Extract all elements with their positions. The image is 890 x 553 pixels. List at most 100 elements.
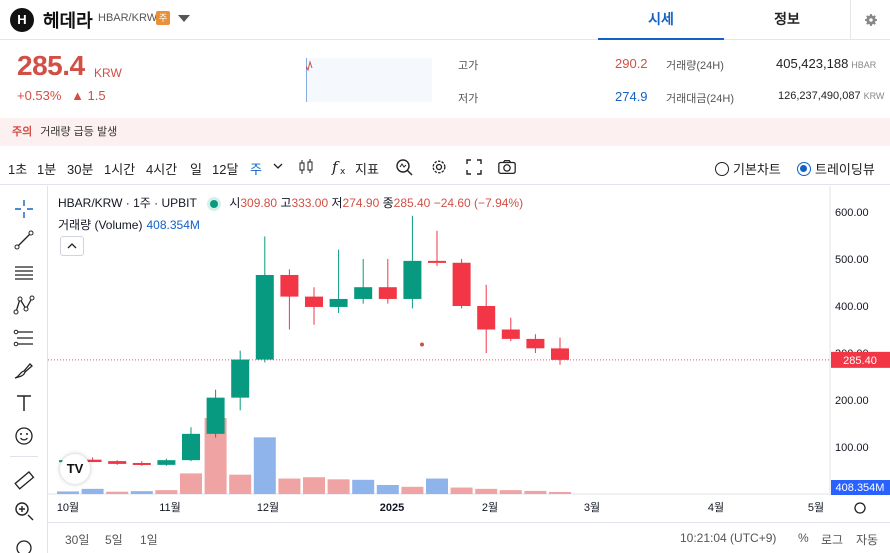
low-value: 274.9 <box>615 89 648 104</box>
legend-close: 285.40 <box>393 196 431 210</box>
horizontal-lines-icon[interactable] <box>12 261 36 285</box>
high-value: 290.2 <box>615 56 648 71</box>
range-5d[interactable]: 5일 <box>105 533 123 547</box>
x-tick-label: 4월 <box>708 501 724 514</box>
volume-bar <box>450 487 473 494</box>
indicator-button[interactable]: 지표 <box>355 162 379 177</box>
volume-bar <box>229 474 252 494</box>
volume-label: 거래량(24H) <box>666 60 724 72</box>
alert-search-icon[interactable] <box>394 157 414 177</box>
tf-12mo[interactable]: 12달 <box>212 162 239 177</box>
price-chart[interactable]: 600.00500.00400.00300.00200.00100.0010월1… <box>48 186 890 522</box>
candle-body <box>526 338 545 349</box>
hedera-logo-icon: H <box>10 8 34 32</box>
price-tag-bg <box>831 351 890 368</box>
clock[interactable]: 10:21:04 (UTC+9) <box>680 531 777 545</box>
percent-toggle[interactable]: % <box>798 531 809 545</box>
coin-dropdown-icon[interactable] <box>178 15 190 22</box>
notice-text: 거래량 급등 발생 <box>40 126 118 138</box>
chart-area[interactable]: 600.00500.00400.00300.00200.00100.0010월1… <box>48 186 890 553</box>
candle-body <box>280 274 299 297</box>
tradingview-logo-icon[interactable]: TV <box>60 454 90 484</box>
tab-price[interactable]: 시세 <box>598 0 724 40</box>
zoom-in-icon[interactable] <box>12 499 36 523</box>
log-toggle[interactable]: 로그 <box>821 533 844 547</box>
volume-bar <box>376 484 399 494</box>
candle-body <box>428 260 446 263</box>
current-price: 285.4 <box>17 50 85 81</box>
amount-number: 126,237,490,087 <box>778 90 861 102</box>
notice-tag: 주의 <box>12 126 33 138</box>
tf-1h[interactable]: 1시간 <box>104 162 136 177</box>
magnet-icon[interactable] <box>12 534 36 553</box>
candle-body <box>132 462 151 465</box>
amount-label: 거래대금(24H) <box>666 93 734 105</box>
volume-bar <box>549 491 571 494</box>
volume-tag-bg <box>831 480 890 495</box>
volume-value: 405,423,188 HBAR <box>776 56 876 71</box>
candle-body <box>477 306 496 330</box>
candle-body <box>108 461 127 464</box>
tool-divider <box>10 456 38 457</box>
radio-trading-label: 트레이딩뷰 <box>815 162 875 177</box>
auto-toggle[interactable]: 자동 <box>856 533 879 547</box>
radio-tradingview[interactable]: 트레이딩뷰 <box>797 159 875 178</box>
tf-week[interactable]: 주 <box>250 162 262 177</box>
radio-basic-chart[interactable]: 기본차트 <box>715 159 781 178</box>
volume-bar <box>180 473 202 494</box>
axis-settings-icon <box>854 502 866 514</box>
x-tick-label: 11월 <box>159 501 181 514</box>
volume-unit: HBAR <box>851 60 877 70</box>
legend-high-label: 고 <box>280 196 292 210</box>
chevron-down-icon[interactable] <box>270 158 290 178</box>
gear-icon[interactable] <box>429 157 449 177</box>
x-tick-label: 10월 <box>57 501 79 514</box>
range-1d[interactable]: 1일 <box>140 533 158 547</box>
candle-body <box>452 262 471 306</box>
candle-body <box>551 348 569 360</box>
fib-icon[interactable] <box>12 326 36 350</box>
range-30d[interactable]: 30일 <box>65 533 90 547</box>
candle-type-icon[interactable] <box>296 157 316 177</box>
trendline-icon[interactable] <box>12 228 36 252</box>
tf-1m[interactable]: 1분 <box>37 162 57 177</box>
coin-name[interactable]: 헤데라 <box>43 11 93 31</box>
tf-4h[interactable]: 4시간 <box>146 162 178 177</box>
brush-icon[interactable] <box>12 358 36 382</box>
event-marker <box>420 342 424 347</box>
text-tool-icon[interactable] <box>12 391 36 415</box>
crosshair-icon[interactable] <box>12 197 36 221</box>
x-tick-label: 3월 <box>584 501 600 514</box>
settings-button[interactable] <box>850 0 890 40</box>
tab-info[interactable]: 정보 <box>774 11 800 27</box>
change-amount: ▲ 1.5 <box>71 88 106 103</box>
volume-bar <box>352 479 375 494</box>
tf-30m[interactable]: 30분 <box>67 162 94 177</box>
volume-legend-label[interactable]: 거래량 (Volume) <box>58 218 143 232</box>
y-tick-label: 400.00 <box>835 301 869 313</box>
legend-symbol[interactable]: HBAR/KRW · 1주 · UPBIT <box>58 196 197 210</box>
x-tick-label: 5월 <box>808 501 824 514</box>
emoji-icon[interactable] <box>12 424 36 448</box>
chart-legend: HBAR/KRW · 1주 · UPBIT 시309.80 고333.00 저2… <box>58 194 523 211</box>
svg-text:f: f <box>331 158 340 176</box>
camera-icon[interactable] <box>497 157 517 177</box>
price-unit: KRW <box>94 66 122 80</box>
volume-bar <box>475 488 498 494</box>
trading-pair: HBAR/KRW <box>98 12 158 24</box>
pattern-icon[interactable] <box>12 293 36 317</box>
candle-body <box>403 260 422 299</box>
collapse-legend-button[interactable] <box>60 236 84 256</box>
candle-body <box>83 459 102 463</box>
candle-body <box>378 287 397 299</box>
notice-bar[interactable]: 주의 거래량 급등 발생 <box>0 118 890 146</box>
ruler-icon[interactable] <box>12 468 36 492</box>
fullscreen-icon[interactable] <box>464 157 484 177</box>
candle-body <box>305 296 323 307</box>
tf-1s[interactable]: 1초 <box>8 162 28 177</box>
y-tick-label: 100.00 <box>835 442 869 454</box>
high-label: 고가 <box>458 60 479 72</box>
tf-day[interactable]: 일 <box>190 162 202 177</box>
